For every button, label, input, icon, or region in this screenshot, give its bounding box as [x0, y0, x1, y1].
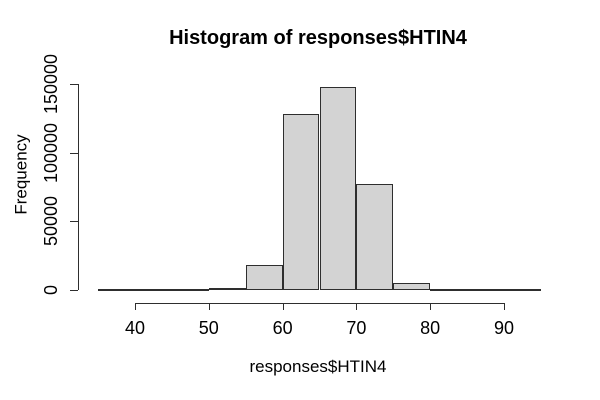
- histogram-bar-50-55: [208, 287, 246, 290]
- y-tick-50000: [70, 221, 78, 223]
- x-tick-label-80: 80: [420, 318, 441, 338]
- x-tick-label-90: 90: [493, 318, 515, 338]
- histogram-bar-80-85: [430, 289, 468, 291]
- y-tick-100000: [70, 152, 78, 154]
- x-tick-label-40: 40: [124, 318, 146, 338]
- chart-title: Histogram of responses$HTIN4: [169, 27, 467, 49]
- x-tick-label-60: 60: [272, 318, 293, 338]
- y-tick-150000: [70, 84, 78, 85]
- y-axis-title: Frequency: [11, 134, 31, 215]
- histogram-bar-35-40: [98, 289, 135, 291]
- x-tick-70: [356, 303, 358, 310]
- x-tick-50: [208, 303, 210, 310]
- x-tick-60: [282, 303, 284, 310]
- y-tick-0: [70, 290, 78, 291]
- histogram-bar-60-65: [282, 113, 320, 290]
- x-axis-line: [135, 303, 504, 304]
- histogram-bar-40-45: [135, 289, 172, 291]
- x-axis-title: responses$HTIN4: [249, 357, 387, 376]
- histogram-bar-55-60: [245, 265, 283, 290]
- x-tick-90: [504, 303, 505, 310]
- x-tick-label-70: 70: [346, 318, 367, 338]
- histogram-bar-75-80: [393, 283, 431, 290]
- histogram-bar-90-95: [504, 289, 541, 291]
- histogram-bar-85-90: [467, 289, 504, 291]
- histogram-bar-70-75: [356, 184, 394, 290]
- histogram-bar-65-70: [319, 87, 357, 290]
- histogram-bar-45-50: [171, 289, 209, 291]
- y-axis-line: [78, 84, 79, 290]
- y-tick-label-150000: 150000: [41, 53, 61, 115]
- x-tick-80: [430, 303, 432, 310]
- x-tick-40: [135, 303, 136, 310]
- x-tick-label-50: 50: [198, 318, 219, 338]
